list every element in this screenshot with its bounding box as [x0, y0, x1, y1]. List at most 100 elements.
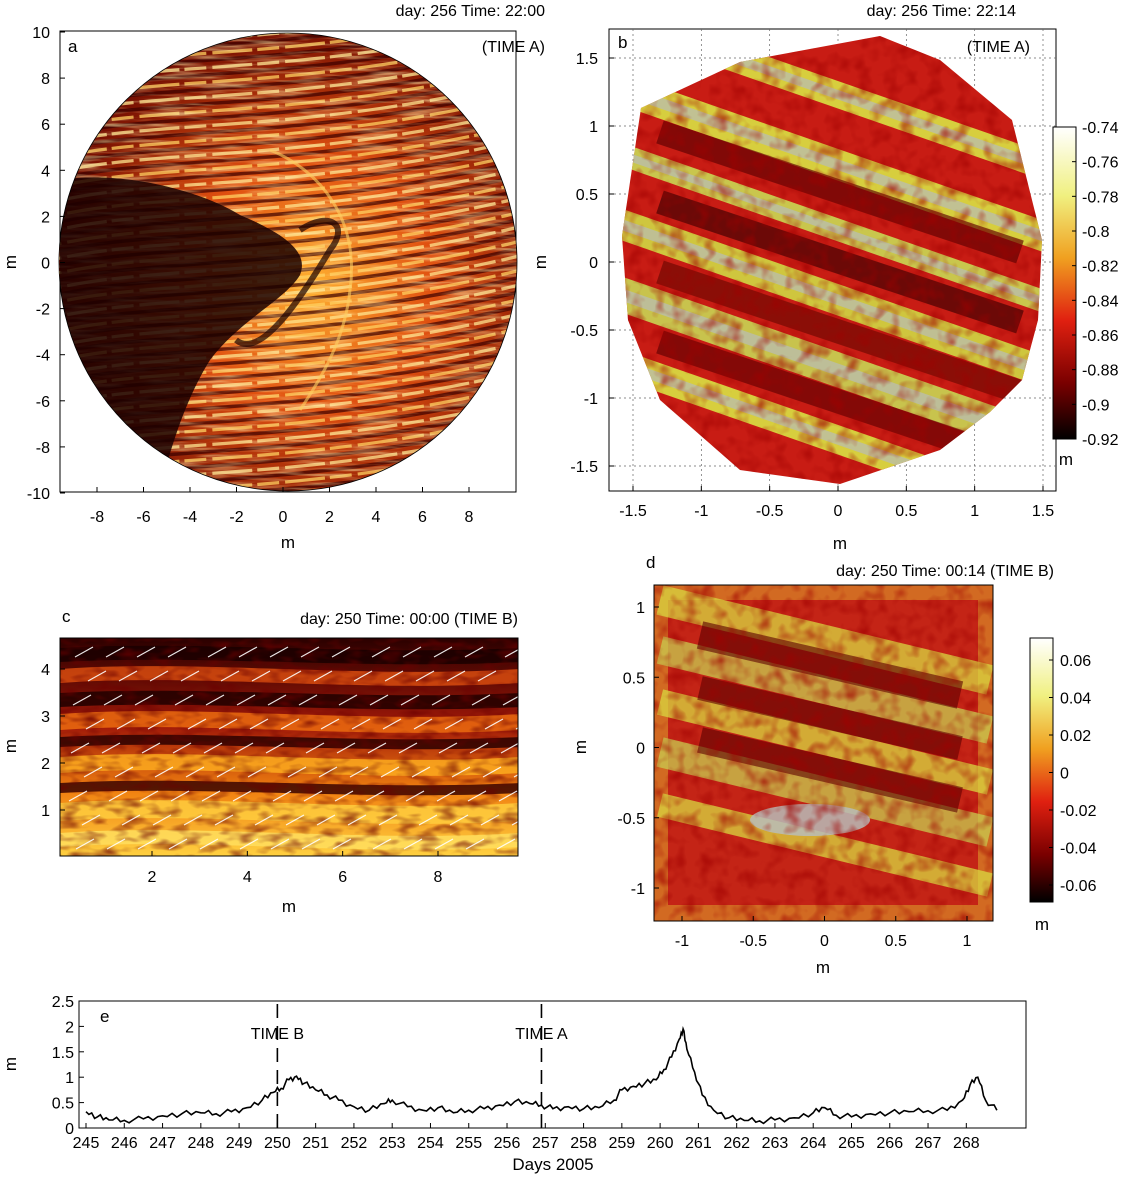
panel-c-crest-line: [498, 790, 518, 802]
panel-e-x-tick-label: 263: [762, 1135, 789, 1152]
panel-c-crest-line: [187, 718, 207, 730]
panel-d-y-tick-label: -1: [631, 881, 645, 898]
panel-a-y-tick-label: 6: [41, 117, 50, 134]
panel-a-ylabel: m: [1, 255, 20, 269]
panel-c-crest-line: [280, 718, 300, 730]
panel-c-crest-line: [269, 646, 289, 658]
panel-c-crest-line: [334, 790, 354, 802]
panel-c-crest-line: [413, 718, 433, 730]
panel-e-time-marker-label: TIME B: [251, 1026, 304, 1043]
panel-c-crest-line: [484, 718, 504, 730]
panel-d-x-tick-label: 0.5: [885, 933, 907, 950]
panel-b-colorbar-tick-label: -0.78: [1082, 189, 1119, 206]
panel-d-x-tick-label: 1: [963, 933, 972, 950]
panel-e-frame: [78, 1000, 1027, 1129]
panel-c-crest-line: [251, 670, 271, 682]
panel-a-y-ticks: 10 8 6 4 2 0 -2 -4 -6 -8 -10: [27, 25, 65, 503]
panel-c-crest-line: [207, 646, 227, 658]
panel-d-frame: [653, 584, 994, 922]
panel-a-shadow: [60, 177, 302, 491]
panel-c-crest-line: [180, 670, 200, 682]
panel-b-letter: b: [618, 33, 627, 52]
panel-b-x-tick-label: 1.5: [1032, 503, 1054, 520]
panel-c-crest-line: [517, 680, 518, 681]
panel-c-x-tick-label: 4: [243, 869, 252, 886]
panel-a-x-ticks: -8 -6 -4 -2 0 2 4 6 8: [90, 487, 474, 526]
panel-c-crest-line: [147, 718, 167, 730]
panel-c-crest-line: [152, 814, 172, 826]
panel-c-x-tick-label: 2: [148, 869, 157, 886]
panel-c-crest-line: [336, 742, 356, 754]
panel-b-ylabel: m: [531, 255, 550, 269]
panel-c-y-tick-label: 3: [41, 709, 50, 726]
panel-c-crest-line: [365, 790, 385, 802]
panel-e-x-tick-label: 259: [608, 1135, 635, 1152]
panel-b-colorbar-tick-label: -0.8: [1082, 224, 1110, 241]
panel-b-x-tick-label: -1: [694, 503, 708, 520]
panel-b-y-tick-label: -1: [584, 391, 598, 408]
panel-e-x-tick-label: 249: [226, 1135, 253, 1152]
panel-c-crest-line: [134, 694, 154, 706]
panel-c-x-tick-label: 6: [338, 869, 347, 886]
panel-c-ylabel: m: [1, 739, 20, 753]
panel-c-crest-line: [205, 694, 225, 706]
panel-e-x-tick-label: 254: [417, 1135, 444, 1152]
panel-e-x-tick-label: 248: [187, 1135, 214, 1152]
panel-e-x-tick-label: 255: [455, 1135, 482, 1152]
panel-c-crest-line: [338, 694, 358, 706]
panel-e-ylabel: m: [1, 1057, 20, 1071]
panel-d-colorbar-tick-label: 0.04: [1060, 691, 1091, 708]
panel-e-x-tick-label: 267: [915, 1135, 942, 1152]
panel-a-x-tick-label: -2: [229, 509, 243, 526]
panel-c-crest-line: [367, 742, 387, 754]
panel-d-colorbar-tick-label: -0.06: [1060, 878, 1097, 895]
panel-e-y-tick-label: 1.5: [52, 1045, 74, 1062]
panel-c-crest-line: [502, 695, 518, 706]
panel-c-crest-line: [465, 838, 485, 850]
panel-b-colorbar-unit: m: [1059, 450, 1073, 469]
panel-c-crest-line: [238, 646, 258, 658]
panel-c-crest-line: [469, 742, 489, 754]
panel-c-y-tick-label: 1: [41, 803, 50, 820]
panel-c-crest-line: [402, 646, 422, 658]
panel-c-crest-line: [282, 670, 302, 682]
panel-d-y-ticks: 1 0.5 0 -0.5 -1: [617, 600, 659, 898]
panel-b-y-tick-label: -0.5: [570, 323, 598, 340]
panel-c-crest-line: [68, 790, 88, 802]
panel-c-crest-line: [136, 646, 156, 658]
panel-c-crest-line: [298, 694, 318, 706]
panel-d-letter: d: [646, 553, 655, 572]
panel-e-x-tick-label: 268: [953, 1135, 980, 1152]
panel-a-y-tick-label: -4: [36, 348, 50, 365]
panel-c-crest-line: [121, 814, 141, 826]
panel-d-image: [654, 585, 993, 921]
panel-c-crest-line: [101, 742, 121, 754]
panel-c-crest-line: [74, 646, 94, 658]
panel-e-x-tick-label: 250: [264, 1135, 291, 1152]
panel-c-crest-line: [203, 742, 223, 754]
panel-c-crest-line: [434, 838, 454, 850]
panel-c-crest-line: [141, 742, 161, 754]
panel-b-colorbar-tick-label: -0.82: [1082, 259, 1119, 276]
panel-c-crest-line: [270, 838, 290, 850]
panel-e-time-marker-label: TIME A: [515, 1026, 568, 1043]
panel-c-crest-line: [81, 814, 101, 826]
panel-c-crest-line: [216, 766, 236, 778]
panel-d-xlabel: m: [816, 958, 830, 977]
panel-c-crest-line: [232, 790, 252, 802]
panel-b-x-tick-label: -1.5: [619, 503, 647, 520]
panel-d-colorbar-ticks: 0.06 0.04 0.02 0 -0.02 -0.04 -0.06: [1049, 653, 1097, 895]
panel-c-crest-line: [415, 670, 435, 682]
panel-d-x-tick-label: 0: [820, 933, 829, 950]
panel-b-y-tick-label: 0.5: [576, 187, 598, 204]
panel-c-crest-line: [185, 766, 205, 778]
panel-a-x-tick-label: 8: [465, 509, 474, 526]
panel-a-y-tick-label: 8: [41, 71, 50, 88]
panel-c-crest-line: [105, 646, 125, 658]
panel-e-x-tick-label: 247: [149, 1135, 176, 1152]
panel-e-x-tick-label: 256: [494, 1135, 521, 1152]
panel-c-crest-line: [371, 646, 391, 658]
panel-c-crest-line: [87, 670, 107, 682]
panel-c-crest-line: [349, 766, 369, 778]
series-line: [85, 1025, 998, 1125]
